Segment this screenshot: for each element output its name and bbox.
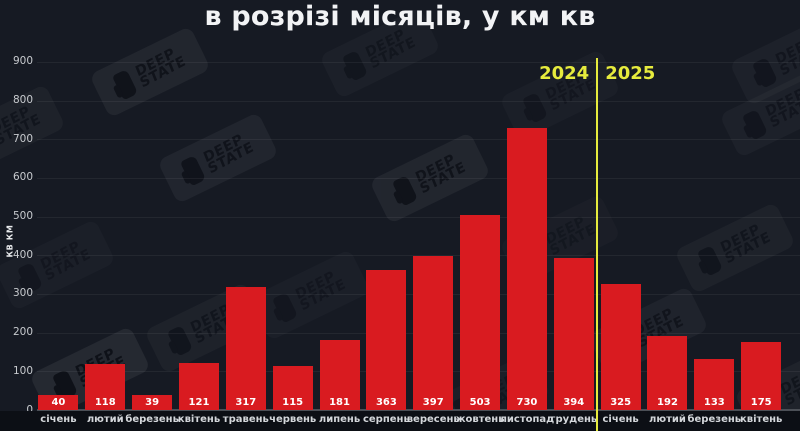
fist-icon <box>179 154 206 187</box>
bar-value-label: 39 <box>145 397 160 408</box>
fist-icon <box>741 108 768 141</box>
bar-лютий-13 <box>647 335 688 410</box>
fist-icon <box>166 324 193 357</box>
x-tick-label: жовтень <box>455 414 505 425</box>
x-tick-label: квітень <box>177 414 221 425</box>
year-divider-line <box>596 58 599 431</box>
x-axis-label-strip <box>0 411 800 431</box>
bar-січень-0 <box>38 394 79 410</box>
bar-value-label: 730 <box>516 397 538 408</box>
gridline <box>37 61 800 63</box>
bar-березень-2 <box>132 394 173 410</box>
bar-value-label: 181 <box>329 397 350 408</box>
fist-icon <box>696 244 723 277</box>
bar-квітень-15 <box>741 342 782 410</box>
bar-червень-5 <box>272 365 313 410</box>
y-tick-label: 800 <box>12 94 33 107</box>
bar-квітень-3 <box>178 363 219 410</box>
y-tick-label: 200 <box>12 326 33 339</box>
x-tick-label: березень <box>687 414 742 425</box>
chart-title: в розрізі місяців, у км кв <box>204 1 596 32</box>
bar-value-label: 363 <box>375 397 397 408</box>
year-label-2025: 2025 <box>605 63 656 84</box>
y-tick-label: 0 <box>26 403 33 416</box>
y-tick-label: 900 <box>12 55 33 68</box>
bar-жовтень-9 <box>460 215 501 410</box>
x-tick-label: грудень <box>550 414 598 425</box>
fist-icon <box>271 291 298 324</box>
bar-серпень-7 <box>366 269 407 410</box>
x-tick-label: квітень <box>739 414 783 425</box>
x-tick-label: лютий <box>86 414 124 425</box>
x-tick-label: червень <box>269 414 317 425</box>
y-tick-label: 300 <box>12 287 33 300</box>
x-tick-label: січень <box>40 414 77 425</box>
y-tick-label: 400 <box>12 248 33 261</box>
y-tick-label: 500 <box>12 210 33 223</box>
x-tick-label: серпень <box>362 414 410 425</box>
bar-value-label: 397 <box>422 397 444 408</box>
bar-лютий-1 <box>85 364 126 410</box>
bar-листопад-10 <box>506 127 547 410</box>
bar-березень-14 <box>694 358 735 410</box>
x-tick-label: вересень <box>406 414 460 425</box>
fist-icon <box>341 49 368 82</box>
bar-value-label: 121 <box>188 397 210 408</box>
bar-value-label: 394 <box>563 397 585 408</box>
bar-value-label: 317 <box>235 397 257 408</box>
bar-січень-12 <box>600 284 641 410</box>
fist-icon <box>391 174 418 207</box>
x-tick-label: липень <box>318 414 361 425</box>
x-tick-label: листопад <box>499 414 555 425</box>
x-tick-label: січень <box>602 414 639 425</box>
bar-липень-6 <box>319 340 360 410</box>
x-tick-label: травень <box>222 414 269 425</box>
y-tick-label: 600 <box>12 171 33 184</box>
bar-value-label: 118 <box>94 397 116 408</box>
gridline <box>37 255 800 257</box>
x-tick-label: березень <box>125 414 179 425</box>
gridline <box>37 100 800 102</box>
bar-value-label: 192 <box>657 397 678 408</box>
bar-вересень-8 <box>413 256 454 410</box>
bar-value-label: 115 <box>282 397 304 408</box>
bar-value-label: 40 <box>51 397 66 408</box>
gridline <box>37 139 800 141</box>
gridline <box>37 216 800 218</box>
gridline <box>37 177 800 179</box>
fist-icon <box>111 68 138 101</box>
bar-value-label: 325 <box>610 397 632 408</box>
year-label-2024: 2024 <box>539 63 590 84</box>
bar-травень-4 <box>225 287 266 410</box>
fist-icon <box>521 91 548 124</box>
x-axis-line <box>37 409 800 411</box>
y-tick-label: 100 <box>12 364 33 377</box>
x-tick-label: лютий <box>649 414 686 425</box>
bar-value-label: 133 <box>703 397 725 408</box>
bar-грудень-11 <box>553 257 594 410</box>
y-tick-label: 700 <box>12 132 33 145</box>
bar-value-label: 175 <box>750 397 772 408</box>
bar-value-label: 503 <box>469 397 491 408</box>
